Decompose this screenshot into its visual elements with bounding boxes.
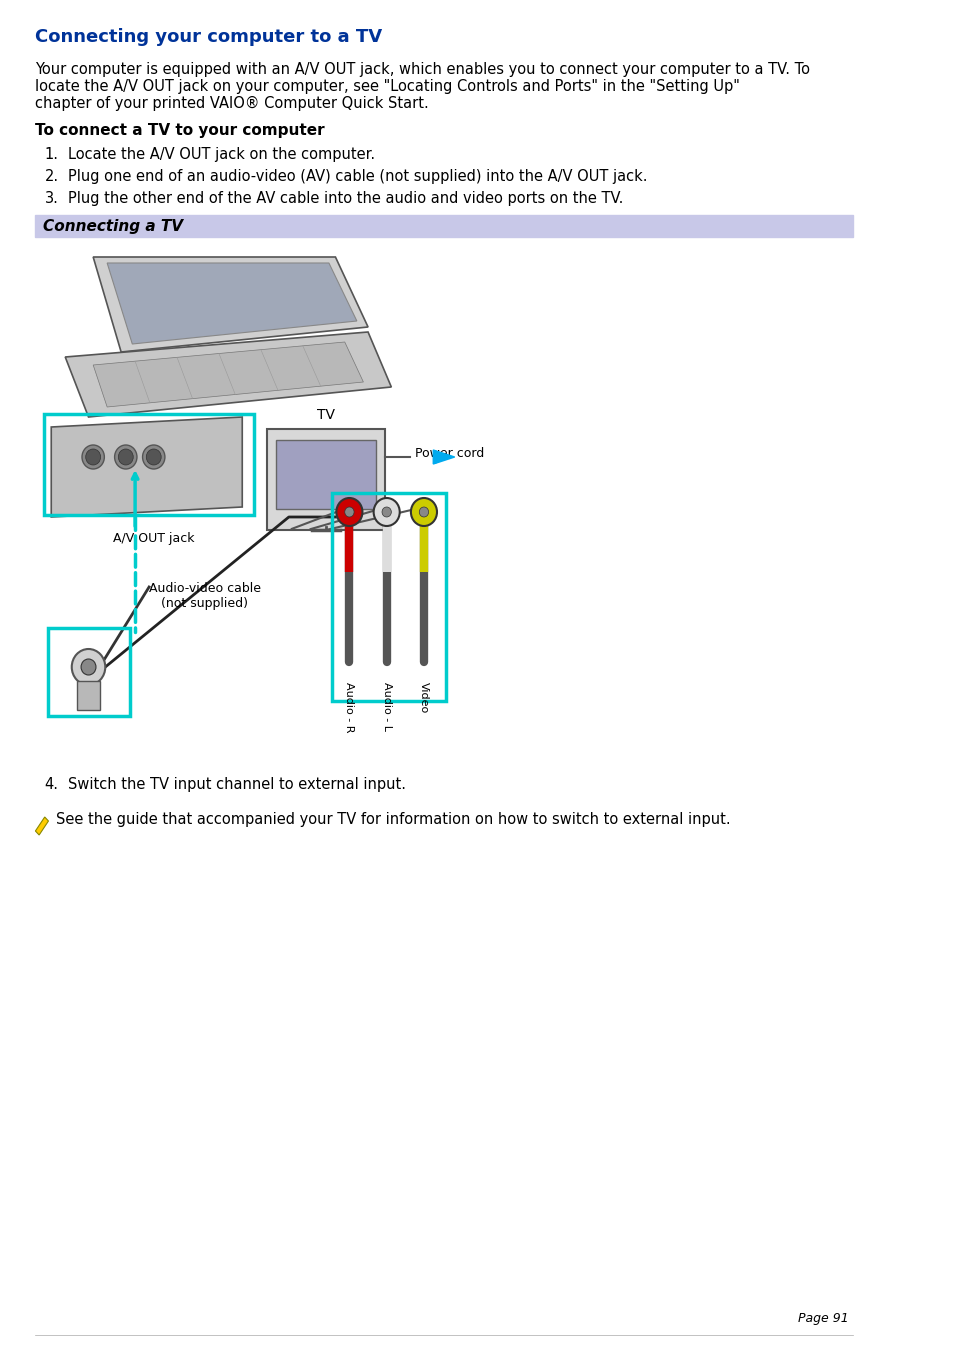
Text: Your computer is equipped with an A/V OUT jack, which enables you to connect you: Your computer is equipped with an A/V OU… [35, 62, 809, 77]
FancyBboxPatch shape [275, 440, 376, 509]
Text: Switch the TV input channel to external input.: Switch the TV input channel to external … [68, 777, 406, 792]
Polygon shape [51, 417, 242, 517]
Circle shape [411, 499, 436, 526]
Circle shape [82, 444, 104, 469]
Polygon shape [93, 257, 368, 353]
Text: Plug one end of an audio-video (AV) cable (not supplied) into the A/V OUT jack.: Plug one end of an audio-video (AV) cabl… [68, 169, 647, 184]
Text: 1.: 1. [45, 147, 59, 162]
FancyBboxPatch shape [267, 430, 384, 530]
Circle shape [381, 507, 391, 517]
Circle shape [336, 499, 362, 526]
Circle shape [374, 499, 399, 526]
Polygon shape [93, 342, 363, 407]
Polygon shape [433, 450, 455, 463]
Text: Connecting a TV: Connecting a TV [43, 219, 183, 234]
Text: 2.: 2. [45, 169, 59, 184]
Text: Power cord: Power cord [415, 447, 483, 459]
Circle shape [344, 507, 354, 517]
Circle shape [118, 449, 133, 465]
FancyBboxPatch shape [77, 681, 100, 711]
Polygon shape [107, 263, 356, 345]
Text: Audio - L: Audio - L [381, 682, 392, 731]
Text: 3.: 3. [45, 190, 58, 205]
Circle shape [419, 507, 428, 517]
Circle shape [146, 449, 161, 465]
Text: A/V OUT jack: A/V OUT jack [112, 532, 194, 544]
Text: Audio - R: Audio - R [344, 682, 354, 732]
Text: To connect a TV to your computer: To connect a TV to your computer [35, 123, 325, 138]
Text: 4.: 4. [45, 777, 59, 792]
Circle shape [114, 444, 137, 469]
FancyBboxPatch shape [35, 215, 853, 236]
Circle shape [81, 659, 96, 676]
Circle shape [142, 444, 165, 469]
Text: Locate the A/V OUT jack on the computer.: Locate the A/V OUT jack on the computer. [68, 147, 375, 162]
Text: Connecting your computer to a TV: Connecting your computer to a TV [35, 28, 382, 46]
Circle shape [71, 648, 105, 685]
Text: Audio-video cable
(not supplied): Audio-video cable (not supplied) [149, 582, 261, 611]
Text: TV: TV [316, 408, 335, 422]
Text: See the guide that accompanied your TV for information on how to switch to exter: See the guide that accompanied your TV f… [56, 812, 730, 827]
Text: chapter of your printed VAIO® Computer Quick Start.: chapter of your printed VAIO® Computer Q… [35, 96, 429, 111]
Text: locate the A/V OUT jack on your computer, see "Locating Controls and Ports" in t: locate the A/V OUT jack on your computer… [35, 78, 740, 95]
Text: Page 91: Page 91 [798, 1312, 848, 1325]
Polygon shape [65, 332, 391, 417]
Circle shape [86, 449, 100, 465]
Text: Plug the other end of the AV cable into the audio and video ports on the TV.: Plug the other end of the AV cable into … [68, 190, 622, 205]
Polygon shape [35, 817, 49, 835]
Text: Video: Video [418, 682, 429, 713]
